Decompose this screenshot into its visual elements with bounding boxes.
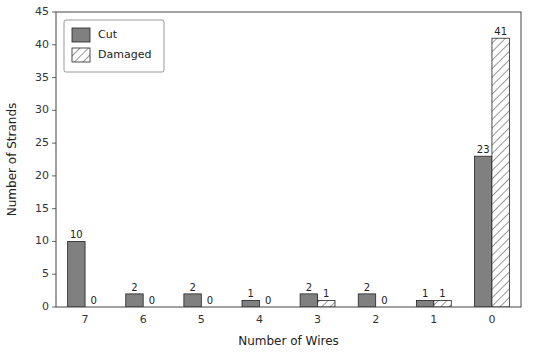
bar [68, 241, 85, 307]
x-tick-label: 1 [430, 313, 437, 326]
plot-frame [56, 12, 521, 307]
x-tick-label: 0 [488, 313, 495, 326]
legend-swatch [72, 28, 90, 42]
bar [318, 300, 335, 307]
x-axis: 7 6 5 4 3 2 1 0 [82, 313, 496, 326]
bar-group [242, 300, 259, 307]
bar-group [434, 300, 451, 307]
chart-container: 0510152025303540457654321010221221230000… [0, 0, 533, 355]
legend-label: Cut [98, 28, 118, 41]
bar [434, 300, 451, 307]
bar-group [492, 38, 509, 307]
data-label: 1 [439, 288, 445, 299]
legend-swatch [72, 48, 90, 62]
data-label: 1 [248, 288, 254, 299]
y-tick [52, 241, 56, 242]
data-label: 2 [131, 282, 137, 293]
bar-hatch [434, 300, 451, 307]
bar [126, 294, 143, 307]
bar-group [358, 294, 375, 307]
legend-box [64, 20, 164, 72]
data-label: 0 [149, 295, 155, 306]
y-tick [52, 110, 56, 111]
y-tick [52, 274, 56, 275]
data-label: 1 [323, 288, 329, 299]
x-tick-label: 4 [256, 313, 263, 326]
y-tick-label: 20 [35, 169, 49, 182]
x-tick-label: 2 [372, 313, 379, 326]
y-tick-label: 0 [42, 300, 49, 313]
bar [358, 294, 375, 307]
bar [416, 300, 433, 307]
bar-group [126, 294, 143, 307]
bar-group [475, 156, 492, 307]
data-label: 2 [306, 282, 312, 293]
bar [184, 294, 201, 307]
bar [475, 156, 492, 307]
data-label: 23 [477, 144, 490, 155]
bar [300, 294, 317, 307]
y-tick-label: 5 [42, 267, 49, 280]
bar [492, 38, 509, 307]
y-tick [52, 175, 56, 176]
data-label: 41 [494, 26, 507, 37]
bar-group [416, 300, 433, 307]
data-label: 2 [364, 282, 370, 293]
y-tick [52, 307, 56, 308]
y-tick-label: 30 [35, 103, 49, 116]
x-tick-label: 6 [140, 313, 147, 326]
data-label: 0 [265, 295, 271, 306]
bar-group [184, 294, 201, 307]
legend-label: Damaged [98, 48, 151, 61]
x-tick-label: 3 [314, 313, 321, 326]
data-label: 0 [207, 295, 213, 306]
y-tick [52, 12, 56, 13]
y-tick [52, 77, 56, 78]
y-axis-label: Number of Strands [5, 103, 19, 216]
x-axis-label: Number of Wires [238, 334, 339, 348]
y-axis: 0 5 10 15 20 25 30 35 40 45 [35, 5, 56, 313]
y-tick-label: 35 [35, 71, 49, 84]
bar-group [68, 241, 85, 307]
y-tick-label: 25 [35, 136, 49, 149]
bar-hatch [318, 300, 335, 307]
chart: 0510152025303540457654321010221221230000… [0, 0, 533, 355]
data-label: 10 [70, 229, 83, 240]
bars [68, 38, 510, 307]
y-tick-label: 15 [35, 202, 49, 215]
bar-group [318, 300, 335, 307]
y-tick [52, 44, 56, 45]
y-tick-label: 40 [35, 38, 49, 51]
bar-group [300, 294, 317, 307]
x-tick-label: 5 [198, 313, 205, 326]
legend: Cut Damaged [64, 20, 164, 72]
y-tick-label: 10 [35, 234, 49, 247]
legend-swatch-hatch [72, 48, 90, 62]
data-label: 0 [91, 295, 97, 306]
data-label: 0 [381, 295, 387, 306]
y-tick [52, 208, 56, 209]
x-tick-label: 7 [82, 313, 89, 326]
data-label: 1 [422, 288, 428, 299]
data-label: 2 [189, 282, 195, 293]
y-tick-label: 45 [35, 5, 49, 18]
y-tick [52, 143, 56, 144]
bar-hatch [492, 38, 509, 307]
bar [242, 300, 259, 307]
